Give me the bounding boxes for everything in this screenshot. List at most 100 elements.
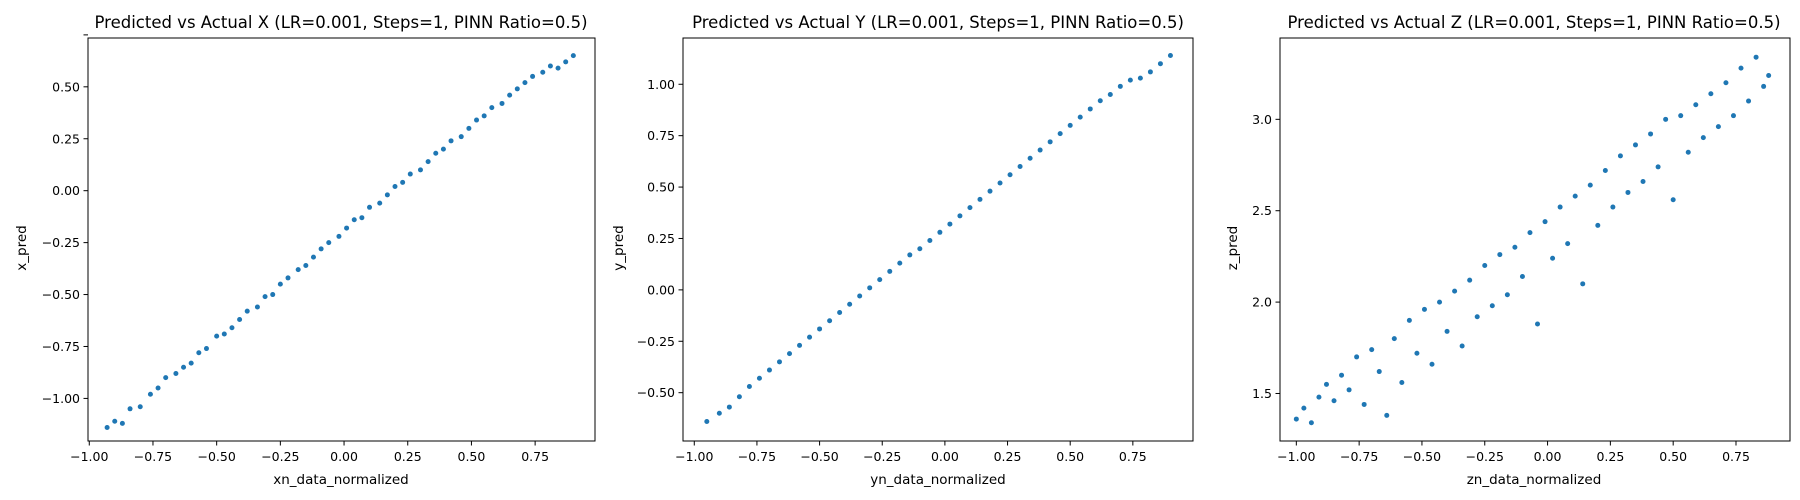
y-tick-label: 1.00 bbox=[647, 77, 675, 92]
scatter-point bbox=[847, 301, 853, 307]
scatter-point bbox=[481, 113, 487, 119]
x-tick-label: −1.00 bbox=[675, 449, 713, 464]
chart-panel-y: Predicted vs Actual Y (LR=0.001, Steps=1… bbox=[611, 13, 1194, 488]
scatter-point bbox=[214, 333, 220, 339]
scatter-point bbox=[326, 240, 332, 246]
scatter-point bbox=[1572, 193, 1578, 199]
scatter-point bbox=[277, 281, 283, 287]
scatter-point bbox=[1459, 343, 1465, 349]
scatter-point bbox=[318, 246, 324, 252]
chart-title: Predicted vs Actual X (LR=0.001, Steps=1… bbox=[94, 13, 587, 32]
scatter-point bbox=[997, 180, 1003, 186]
scatter-point bbox=[1107, 92, 1113, 98]
scatter-point bbox=[907, 252, 913, 258]
y-tick-label: 0.75 bbox=[647, 128, 675, 143]
scatter-point bbox=[897, 260, 903, 266]
y-tick-label: −0.50 bbox=[637, 385, 675, 400]
scatter-point bbox=[1738, 65, 1744, 71]
scatter-point bbox=[417, 167, 423, 173]
chart-title: Predicted vs Actual Y (LR=0.001, Steps=1… bbox=[692, 13, 1184, 32]
scatter-point bbox=[716, 410, 722, 416]
scatter-point bbox=[499, 100, 505, 106]
x-tick-label: −0.25 bbox=[261, 449, 299, 464]
scatter-point bbox=[540, 69, 546, 75]
scatter-point bbox=[173, 370, 179, 376]
x-tick-label: −0.25 bbox=[863, 449, 901, 464]
scatter-point bbox=[377, 200, 383, 206]
scatter-point bbox=[1429, 361, 1435, 367]
scatter-point bbox=[458, 134, 464, 140]
x-tick-label: 0.75 bbox=[1722, 449, 1750, 464]
scatter-point bbox=[1595, 222, 1601, 228]
scatter-point bbox=[987, 188, 993, 194]
scatter-point bbox=[285, 275, 291, 281]
scatter-point bbox=[766, 367, 772, 373]
scatter-point bbox=[867, 285, 873, 291]
scatter-point bbox=[530, 73, 536, 79]
x-tick-label: −1.00 bbox=[1277, 449, 1315, 464]
y-tick-label: −0.50 bbox=[42, 287, 80, 302]
scatter-point bbox=[1414, 350, 1420, 356]
scatter-point bbox=[746, 384, 752, 390]
scatter-point bbox=[407, 171, 413, 177]
scatter-point bbox=[1565, 241, 1571, 247]
scatter-point bbox=[1663, 116, 1669, 122]
scatter-point bbox=[1452, 288, 1458, 294]
scatter-point bbox=[351, 217, 357, 223]
scatter-point bbox=[1067, 122, 1073, 128]
x-tick-label: 0.00 bbox=[330, 449, 358, 464]
plot-frame bbox=[682, 37, 1194, 442]
scatter-point bbox=[1766, 72, 1772, 78]
chart-panel-z: Predicted vs Actual Z (LR=0.001, Steps=1… bbox=[1225, 13, 1791, 488]
scatter-point bbox=[1497, 252, 1503, 258]
scatter-point bbox=[1157, 61, 1163, 67]
scatter-point bbox=[1693, 102, 1699, 108]
y-tick-label: −0.25 bbox=[42, 235, 80, 250]
x-tick-label: −0.25 bbox=[1466, 449, 1504, 464]
scatter-point bbox=[827, 318, 833, 324]
scatter-point bbox=[1746, 98, 1752, 104]
scatter-point bbox=[1293, 416, 1299, 422]
x-tick-label: 0.50 bbox=[1659, 449, 1687, 464]
scatter-point bbox=[1527, 230, 1533, 236]
scatter-point bbox=[1723, 80, 1729, 86]
scatter-point bbox=[1730, 113, 1736, 119]
scatter-point bbox=[392, 184, 398, 190]
scatter-point bbox=[1167, 52, 1173, 58]
scatter-point bbox=[817, 326, 823, 332]
scatter-point bbox=[229, 325, 235, 331]
scatter-point bbox=[1482, 263, 1488, 269]
scatter-point bbox=[303, 262, 309, 268]
scatter-point bbox=[1685, 149, 1691, 155]
scatter-point bbox=[1399, 380, 1405, 386]
x-tick-label: 0.75 bbox=[521, 449, 549, 464]
scatter-point bbox=[977, 196, 983, 202]
scatter-point bbox=[1421, 306, 1427, 312]
scatter-point bbox=[1753, 54, 1759, 60]
scatter-point bbox=[448, 138, 454, 144]
scatter-point bbox=[221, 331, 227, 337]
scatter-point bbox=[927, 238, 933, 244]
x-tick-label: −0.50 bbox=[800, 449, 838, 464]
y-tick-label: −1.00 bbox=[42, 391, 80, 406]
scatter-point bbox=[547, 63, 553, 69]
scatter-point bbox=[310, 254, 316, 260]
y-tick-label: 0.00 bbox=[647, 282, 675, 297]
scatter-point bbox=[1331, 398, 1337, 404]
scatter-point bbox=[1715, 124, 1721, 130]
scatter-point bbox=[359, 215, 365, 221]
scatter-point bbox=[1655, 164, 1661, 170]
scatter-point bbox=[155, 385, 161, 391]
y-tick-label: 0.50 bbox=[52, 79, 80, 94]
y-axis-label: y_pred bbox=[611, 225, 627, 270]
scatter-point bbox=[1625, 189, 1631, 195]
scatter-point bbox=[433, 150, 439, 156]
scatter-point bbox=[400, 179, 406, 185]
scatter-point bbox=[367, 204, 373, 210]
scatter-point bbox=[1117, 83, 1123, 89]
x-tick-label: 0.25 bbox=[394, 449, 422, 464]
scatter-point bbox=[1444, 328, 1450, 334]
scatter-point bbox=[344, 225, 350, 231]
scatter-point bbox=[514, 86, 520, 92]
scatter-point bbox=[137, 404, 143, 410]
